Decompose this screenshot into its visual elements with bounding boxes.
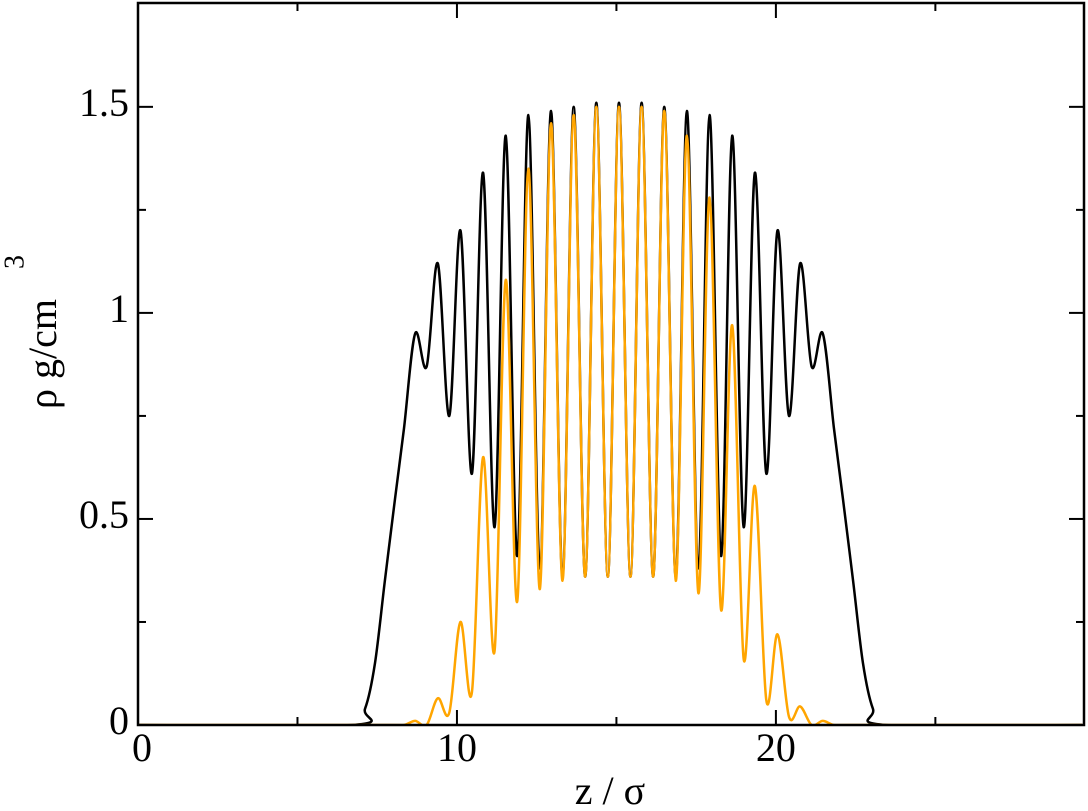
- plot-area: [138, 101, 1083, 725]
- y-axis-label: ρ g/cm: [20, 299, 65, 409]
- data-line: [138, 101, 1083, 725]
- y-tick-label: 1: [109, 286, 129, 331]
- plot-frame: [136, 1, 1086, 727]
- y-tick-label: 1.5: [79, 80, 129, 125]
- x-axis-label: z / σ: [575, 768, 645, 811]
- x-tick-label: 20: [756, 725, 796, 770]
- x-tick-label: 10: [437, 725, 477, 770]
- y-tick-label: 0: [109, 698, 129, 743]
- y-axis-label-superscript: 3: [0, 255, 30, 269]
- x-tick-label: 0: [132, 725, 152, 770]
- y-tick-label: 0.5: [79, 492, 129, 537]
- data-line: [138, 105, 1083, 725]
